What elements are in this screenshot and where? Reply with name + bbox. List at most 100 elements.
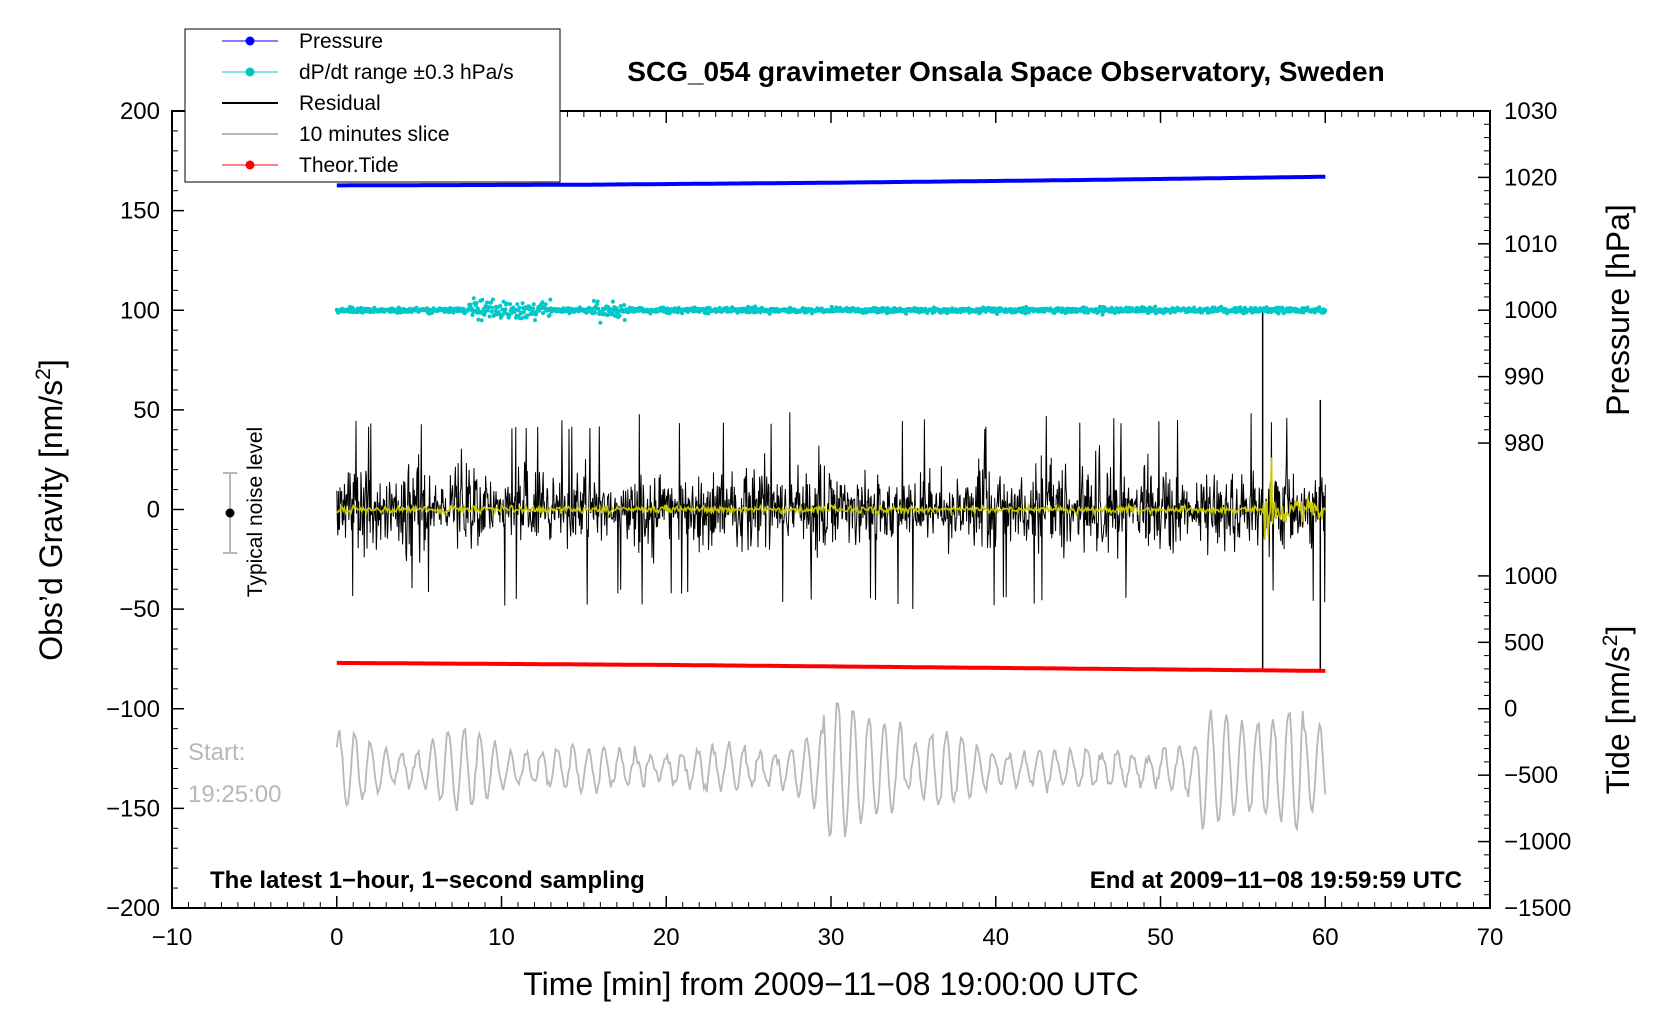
dpdt-point [1100, 312, 1105, 317]
tide-axis-title-main: Tide [nm/s [1600, 646, 1636, 794]
noise-bar-center [225, 508, 235, 518]
dpdt-point [507, 313, 512, 318]
y-tick-label: 150 [120, 198, 160, 225]
tick-layer: −10 0 10 20 30 40 50 60 70200150100500−50−100−15… [106, 98, 1571, 951]
pressure-axis-title: Pressure [hPa] [1600, 204, 1636, 416]
slice-series-line [335, 702, 1327, 838]
dpdt-point [531, 302, 536, 307]
dpdt-point [533, 318, 538, 323]
dpdt-point [1323, 308, 1328, 313]
legend-entry: Theor.Tide [222, 154, 399, 177]
tide-axis-title-end: ] [1600, 626, 1636, 635]
legend-swatch-dot [245, 36, 255, 46]
pressure-tick-label: 980 [1504, 430, 1544, 457]
pressure-series-line [336, 174, 1326, 188]
pressure-tick-label: 1030 [1504, 98, 1557, 125]
dpdt-point [661, 305, 666, 310]
legend-entry: 10 minutes slice [222, 123, 450, 146]
dpdt-point [706, 311, 711, 316]
legend-label: Theor.Tide [299, 154, 399, 177]
dpdt-point [489, 309, 494, 314]
dpdt-point [904, 311, 909, 316]
dpdt-point [504, 301, 509, 306]
tide-axis-title: Tide [nm/s2] [1599, 626, 1636, 795]
dpdt-point [606, 305, 611, 310]
dpdt-point [513, 307, 518, 312]
y-axis-title-sup: 2 [32, 368, 55, 380]
pressure-tick-label: 1010 [1504, 231, 1557, 258]
dpdt-point [517, 305, 522, 310]
dpdt-point [1153, 304, 1158, 309]
dpdt-point [596, 306, 601, 311]
dpdt-point [468, 302, 473, 307]
start-time: 19:25:00 [188, 781, 281, 808]
legend-entry: dP/dt range ±0.3 hPa/s [222, 61, 514, 84]
x-tick-label: 50 [1147, 924, 1174, 951]
dpdt-point [471, 296, 476, 301]
legend-swatch-dot [245, 160, 255, 170]
dpdt-point [508, 302, 513, 307]
x-tick-label: 30 [818, 924, 845, 951]
legend-entry: Residual [222, 92, 381, 115]
dpdt-point [519, 316, 524, 321]
noise-level-indicator: Typical noise level [223, 427, 267, 597]
chart-title: SCG_054 gravimeter Onsala Space Observat… [627, 56, 1384, 87]
y-tick-label: −150 [106, 795, 160, 822]
legend-box [184, 28, 561, 183]
y-tick-label: 200 [120, 98, 160, 125]
y-tick-label: −100 [106, 696, 160, 723]
y-tick-label: −50 [119, 596, 160, 623]
dpdt-point [476, 317, 481, 322]
y-tick-label: −200 [106, 895, 160, 922]
dpdt-point [498, 303, 503, 308]
dpdt-point [618, 304, 623, 308]
dpdt-point [1219, 304, 1224, 309]
dpdt-point [610, 299, 615, 304]
tide-tick-label: −1500 [1504, 895, 1571, 922]
legend: Pressure dP/dt range ±0.3 hPa/s Residual 10… [184, 28, 561, 183]
dpdt-point [479, 318, 484, 323]
dpdt-point [543, 302, 548, 307]
dpdt-point [548, 297, 553, 302]
pressure-tick-label: 1020 [1504, 164, 1557, 191]
legend-label: Pressure [299, 30, 383, 53]
x-tick-label: −10 [152, 924, 193, 951]
dpdt-point [541, 311, 545, 315]
dpdt-point [758, 310, 763, 315]
x-tick-label: 60 [1312, 924, 1339, 951]
tide-tick-label: −500 [1504, 762, 1558, 789]
dpdt-point [470, 313, 475, 317]
noise-level-label: Typical noise level [244, 427, 267, 597]
legend-label: 10 minutes slice [299, 123, 450, 146]
dpdt-point [829, 304, 834, 309]
y-axis-title: Obs’d Gravity [nm/s2] [32, 359, 69, 661]
tide-axis-title-sup: 2 [1599, 635, 1622, 647]
dpdt-point [480, 297, 485, 302]
dpdt-point [501, 299, 506, 304]
dpdt-point [474, 301, 479, 306]
x-tick-label: 0 [330, 924, 343, 951]
legend-swatch-dot [245, 67, 255, 77]
dpdt-point [680, 311, 685, 316]
dpdt-point [487, 314, 492, 319]
dpdt-point [525, 313, 530, 318]
sampling-note: The latest 1−hour, 1−second sampling [210, 867, 645, 894]
legend-entry: Pressure [222, 30, 383, 53]
dpdt-point [1192, 305, 1197, 310]
dpdt-point [598, 320, 603, 325]
dpdt-point [490, 305, 495, 310]
y-axis-title-main: Obs’d Gravity [nm/s [33, 380, 69, 661]
x-tick-label: 40 [982, 924, 1009, 951]
dpdt-point [490, 297, 495, 302]
x-tick-label: 70 [1477, 924, 1504, 951]
y-tick-label: 100 [120, 297, 160, 324]
dpdt-point [537, 308, 542, 313]
dpdt-point [610, 311, 615, 316]
legend-label: Residual [299, 92, 381, 115]
x-tick-label: 20 [653, 924, 680, 951]
tide-tick-label: −1000 [1504, 829, 1571, 856]
y-tick-label: 0 [147, 497, 160, 524]
dpdt-point [469, 306, 474, 311]
dpdt-point [547, 313, 552, 318]
